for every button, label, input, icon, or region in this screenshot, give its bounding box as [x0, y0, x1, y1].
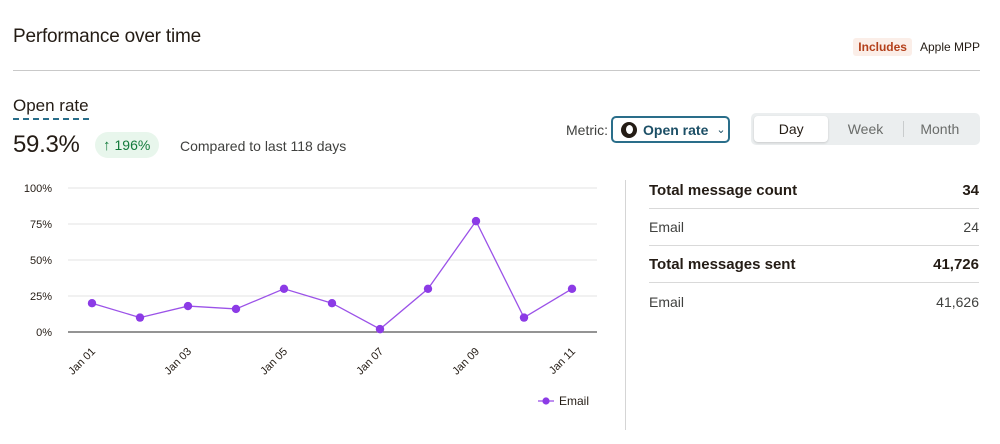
- chart-legend: Email: [538, 394, 589, 408]
- header-divider: [13, 70, 980, 71]
- period-day-button[interactable]: Day: [754, 116, 829, 142]
- mailchimp-logo-icon: [621, 121, 637, 138]
- panel-divider: [625, 180, 626, 430]
- delta-badge: ↑ 196%: [95, 132, 160, 158]
- x-tick-label: Jan 07: [354, 346, 386, 378]
- email-sent-value: 41,626: [936, 293, 979, 310]
- delta-value: 196%: [114, 137, 151, 153]
- data-point: [135, 313, 145, 322]
- stats-panel: Total message count 34 Email 24 Total me…: [649, 172, 979, 320]
- total-messages-sent-row: Total messages sent 41,726: [649, 246, 979, 283]
- email-sent-row: Email 41,626: [649, 283, 979, 320]
- metric-select-label: Metric:: [566, 122, 608, 138]
- data-point: [471, 216, 481, 226]
- data-point: [279, 284, 289, 293]
- total-message-count-label: Total message count: [649, 181, 798, 199]
- metric-value: 59.3%: [13, 131, 80, 158]
- period-week-button[interactable]: Week: [847, 121, 884, 137]
- total-messages-sent-label: Total messages sent: [649, 255, 796, 273]
- email-count-row: Email 24: [649, 209, 979, 246]
- data-point: [183, 301, 193, 311]
- y-tick-label: 100%: [24, 183, 52, 195]
- x-tick-label: Jan 03: [162, 346, 194, 378]
- total-messages-sent-value: 41,726: [933, 255, 979, 273]
- y-tick-label: 0%: [36, 327, 52, 339]
- total-message-count-row: Total message count 34: [649, 172, 979, 209]
- mpp-notice: Includes Apple MPP: [853, 38, 980, 56]
- chart-grid: [68, 187, 597, 333]
- x-tick-label: Jan 01: [66, 346, 98, 378]
- chevron-down-icon: ⌄: [716, 124, 726, 136]
- open-rate-chart: 0% 25% 50% 75% 100% Jan 01 Jan 03 Jan 05 Jan 07…: [24, 183, 597, 408]
- x-tick-label: Jan 11: [547, 346, 578, 377]
- period-month-button[interactable]: Month: [902, 116, 977, 142]
- chart-series: [87, 216, 577, 334]
- compare-text: Compared to last 118 days: [180, 138, 347, 154]
- data-point: [375, 324, 385, 334]
- x-axis-ticks: Jan 01 Jan 03 Jan 05 Jan 07 Jan 09 Jan 11: [66, 346, 578, 378]
- data-point: [231, 304, 241, 314]
- arrow-up-icon: ↑: [103, 136, 111, 154]
- y-tick-label: 50%: [30, 255, 52, 267]
- email-count-label: Email: [649, 219, 685, 235]
- apple-mpp-label: Apple MPP: [919, 40, 980, 54]
- metric-label[interactable]: Open rate: [13, 96, 89, 120]
- legend-label-email: Email: [559, 394, 589, 408]
- data-point: [567, 284, 577, 293]
- total-message-count-value: 34: [962, 181, 979, 199]
- y-tick-label: 75%: [30, 219, 52, 231]
- data-point: [87, 299, 97, 308]
- data-point: [423, 284, 433, 293]
- y-tick-label: 25%: [30, 291, 52, 303]
- metric-select[interactable]: Open rate ⌄: [611, 116, 730, 143]
- legend-marker: [542, 397, 550, 405]
- x-tick-label: Jan 09: [450, 346, 482, 378]
- email-sent-label: Email: [649, 293, 685, 310]
- page-title: Performance over time: [13, 26, 201, 47]
- email-count-value: 24: [963, 219, 979, 235]
- x-tick-label: Jan 05: [258, 346, 290, 378]
- y-axis-ticks: 0% 25% 50% 75% 100%: [24, 183, 52, 339]
- period-toggle: Day Week Month: [751, 113, 980, 145]
- metric-select-value: Open rate: [643, 121, 709, 138]
- series-line-email: [91, 219, 573, 330]
- data-point: [519, 313, 529, 322]
- includes-badge: Includes: [853, 38, 912, 56]
- data-point: [327, 299, 337, 308]
